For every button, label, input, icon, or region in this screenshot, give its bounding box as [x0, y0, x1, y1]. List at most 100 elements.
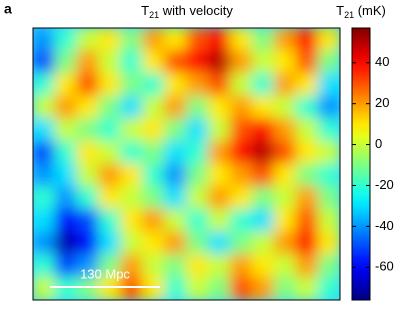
heatmap-cell [229, 118, 253, 142]
heatmap-cell [207, 140, 231, 165]
heatmap-cell [54, 186, 78, 210]
colorbar [351, 27, 371, 301]
heatmap-cell [317, 231, 340, 256]
heatmap-cell [142, 163, 166, 188]
heatmap-cell [317, 28, 340, 52]
heatmap-cell [273, 72, 297, 97]
heatmap-cell [33, 231, 56, 256]
heatmap-cell [164, 118, 187, 142]
heatmap-cell [317, 186, 340, 210]
heatmap-cell [251, 231, 275, 256]
heatmap-cell [229, 254, 253, 278]
heatmap-cell [33, 50, 56, 74]
heatmap-cell [164, 140, 187, 165]
heatmap-cell [295, 50, 319, 74]
title-base: T [141, 3, 149, 18]
heatmap-cell [76, 72, 100, 97]
colorbar-tick-label: 20 [375, 95, 389, 110]
heatmap-cell [273, 163, 297, 188]
heatmap-cell [186, 28, 209, 52]
heatmap-cell [317, 254, 340, 278]
heatmap-cell [317, 276, 340, 300]
heatmap-cell [229, 95, 253, 120]
heatmap-cell [251, 208, 275, 233]
heatmap-cell [229, 28, 253, 52]
heatmap-cell [120, 28, 144, 52]
colorbar-label-base: T [336, 3, 344, 18]
colorbar-tick-label: -40 [375, 218, 394, 233]
heatmap-cell [229, 72, 253, 97]
heatmap-cell [273, 186, 297, 210]
heatmap-cell [295, 140, 319, 165]
heatmap-cell [98, 118, 122, 142]
heatmap-cell [142, 95, 166, 120]
heatmap-cell [164, 276, 187, 300]
heatmap-cell [229, 186, 253, 210]
heatmap-cell [295, 276, 319, 300]
heatmap-cell [164, 186, 187, 210]
heatmap-cell [207, 72, 231, 97]
heatmap-cell [142, 254, 166, 278]
heatmap-cell [33, 28, 56, 52]
heatmap-cell [207, 118, 231, 142]
heatmap-cell [98, 208, 122, 233]
heatmap-cell [317, 163, 340, 188]
heatmap-cell [317, 140, 340, 165]
heatmap-cell [33, 140, 56, 165]
panel-label: a [4, 1, 12, 17]
heatmap-cell [164, 72, 187, 97]
heatmap-cell [54, 276, 78, 300]
heatmap-cell [142, 208, 166, 233]
heatmap-cell [229, 163, 253, 188]
colorbar-tick-label: 0 [375, 136, 382, 151]
heatmap-cell [229, 208, 253, 233]
heatmap-cell [142, 186, 166, 210]
heatmap-cell [186, 208, 209, 233]
heatmap-cell [120, 231, 144, 256]
heatmap-cell [120, 118, 144, 142]
heatmap-cell [54, 118, 78, 142]
heatmap-cell [54, 208, 78, 233]
chart-title: T21 with velocity [141, 3, 233, 20]
heatmap-cell [273, 140, 297, 165]
heatmap-cell [207, 163, 231, 188]
heatmap-cell [76, 28, 100, 52]
heatmap-cell [76, 254, 100, 278]
heatmap-cell [76, 118, 100, 142]
heatmap-cell [164, 254, 187, 278]
heatmap-cell [295, 118, 319, 142]
heatmap-cell [33, 186, 56, 210]
heatmap-cell [120, 50, 144, 74]
map-cells [33, 28, 340, 300]
heatmap-cell [273, 231, 297, 256]
heatmap-cell [54, 28, 78, 52]
heatmap-cell [295, 28, 319, 52]
heatmap-cell [317, 208, 340, 233]
heatmap-cell [76, 50, 100, 74]
heatmap-cell [142, 140, 166, 165]
heatmap-cell [251, 118, 275, 142]
colorbar-label-subscript: 21 [344, 10, 354, 20]
heatmap-cell [207, 28, 231, 52]
heatmap-cell [54, 231, 78, 256]
heatmap-cell [295, 72, 319, 97]
heatmap-cell [33, 276, 56, 300]
heatmap-cell [164, 163, 187, 188]
heatmap-cell [54, 254, 78, 278]
heatmap-cell [142, 28, 166, 52]
heatmap-cell [207, 50, 231, 74]
heatmap-cell [229, 231, 253, 256]
heatmap-cell [251, 254, 275, 278]
heatmap-cell [98, 28, 122, 52]
heatmap-cell [229, 140, 253, 165]
heatmap-cell [273, 276, 297, 300]
heatmap-cell [186, 72, 209, 97]
heatmap-cell [120, 254, 144, 278]
heatmap-cell [295, 208, 319, 233]
heatmap-cell [120, 95, 144, 120]
heatmap-cell [186, 186, 209, 210]
heatmap-cell [33, 208, 56, 233]
heatmap-cell [120, 72, 144, 97]
heatmap-cell [98, 95, 122, 120]
heatmap-cell [273, 118, 297, 142]
